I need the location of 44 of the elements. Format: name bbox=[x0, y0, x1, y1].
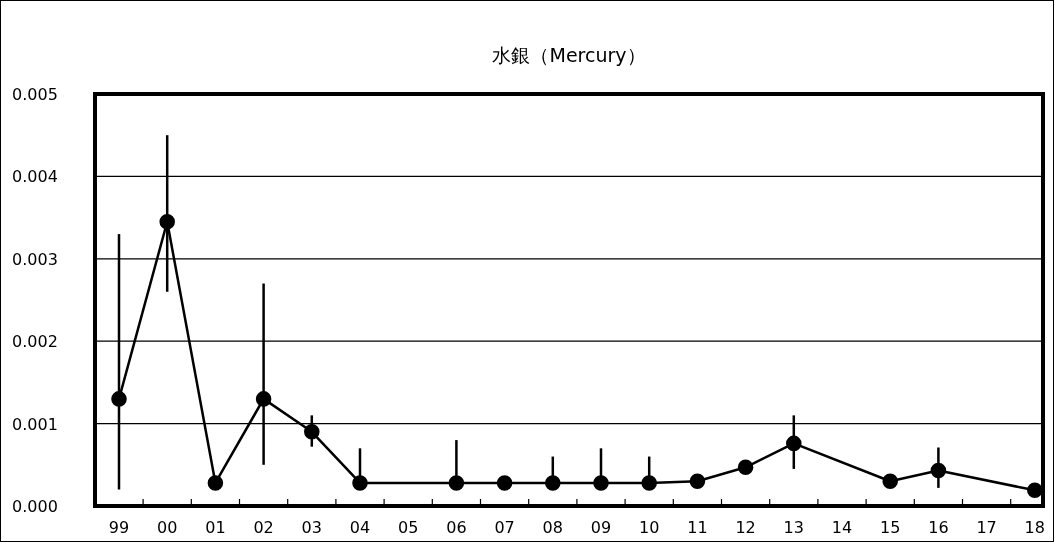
point bbox=[1027, 482, 1043, 499]
x-tick-label: 13 bbox=[783, 518, 804, 537]
point bbox=[255, 391, 272, 407]
point bbox=[207, 475, 224, 491]
x-tick-label: 08 bbox=[542, 518, 563, 537]
x-tick-label: 01 bbox=[205, 518, 226, 537]
chart-title: 水銀（Mercury） bbox=[492, 44, 646, 66]
point bbox=[159, 213, 175, 230]
x-tick-label: 05 bbox=[398, 518, 419, 537]
x-tick-label: 18 bbox=[1024, 518, 1045, 537]
x-tick-label: 09 bbox=[590, 518, 612, 537]
x-tick-label: 16 bbox=[928, 518, 949, 537]
x-tick-label: 15 bbox=[880, 518, 901, 537]
point bbox=[593, 475, 609, 491]
y-tick-label: 0.000 bbox=[12, 497, 58, 516]
x-tick-label: 17 bbox=[976, 518, 997, 537]
point bbox=[641, 475, 657, 491]
x-tick-label: 11 bbox=[687, 518, 708, 537]
x-tick-label: 99 bbox=[108, 518, 130, 537]
point bbox=[496, 475, 513, 491]
y-tick-label: 0.004 bbox=[12, 167, 58, 187]
x-tick-label: 04 bbox=[349, 518, 371, 537]
point bbox=[737, 459, 754, 476]
point bbox=[882, 473, 898, 490]
x-tick-label: 07 bbox=[494, 518, 515, 537]
x-tick-label: 10 bbox=[639, 518, 660, 537]
y-tick-label: 0.003 bbox=[12, 249, 58, 269]
point bbox=[352, 475, 368, 491]
point bbox=[930, 462, 947, 479]
x-tick-label: 14 bbox=[831, 518, 853, 537]
y-tick-label: 0.002 bbox=[12, 332, 58, 352]
point bbox=[545, 475, 561, 491]
point bbox=[689, 473, 706, 490]
point bbox=[304, 424, 320, 440]
point bbox=[448, 475, 465, 491]
x-tick-label: 00 bbox=[157, 518, 178, 537]
point bbox=[111, 391, 127, 407]
x-tick-label: 12 bbox=[735, 518, 756, 537]
point bbox=[786, 435, 802, 452]
x-tick-label: 02 bbox=[253, 518, 274, 537]
y-tick-label: 0.001 bbox=[12, 414, 58, 434]
y-tick-label: 0.005 bbox=[12, 85, 58, 104]
x-tick-label: 03 bbox=[301, 518, 322, 537]
x-tick-label: 06 bbox=[446, 518, 467, 537]
